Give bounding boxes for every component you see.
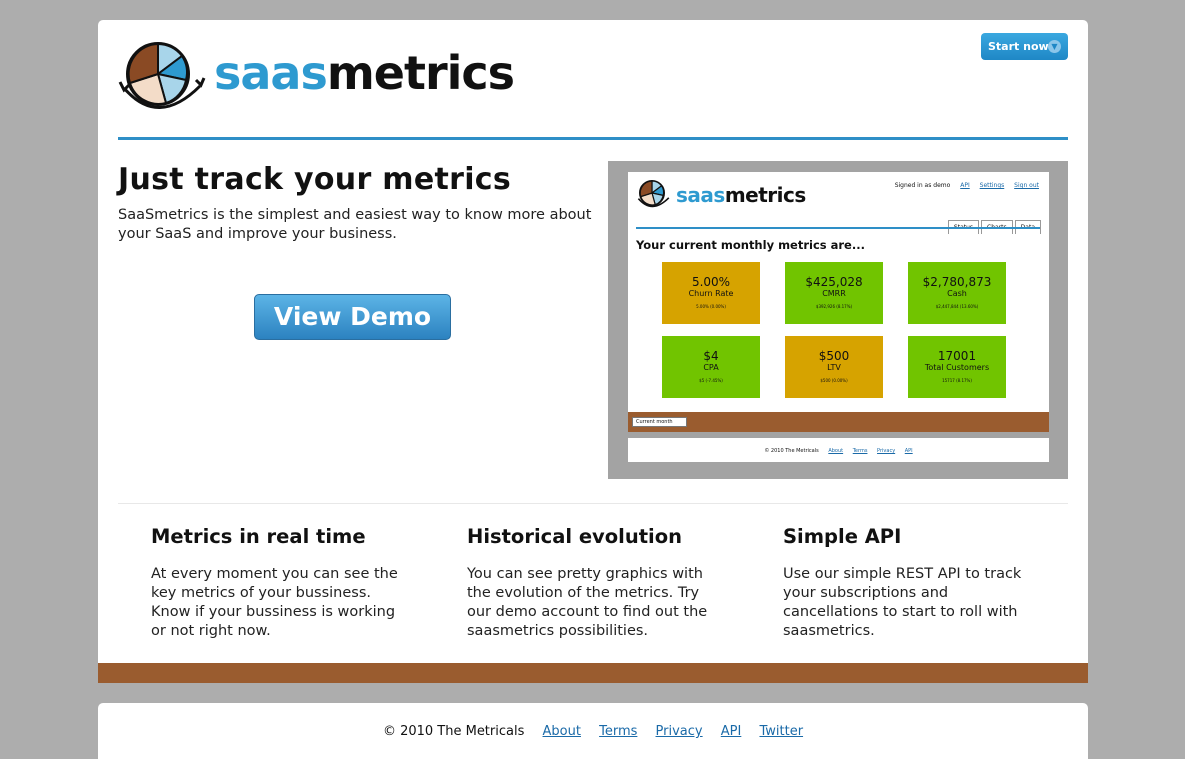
metric-tile: $425,028 CMRR $392,926 (8.17%) xyxy=(785,262,883,324)
metric-label: CMRR xyxy=(822,289,846,298)
metric-sub: 15717 (8.17%) xyxy=(942,378,972,383)
preview-brown-bar: Current month xyxy=(628,412,1049,432)
start-now-label: Start now! xyxy=(988,40,1054,53)
logo-part-1: saas xyxy=(214,46,328,100)
feature-api: Simple API Use our simple REST API to tr… xyxy=(783,525,1043,641)
preview-logo-wordmark: saasmetrics xyxy=(676,183,806,207)
metric-sub: $5 (-7.45%) xyxy=(699,378,723,383)
preview-heading: Your current monthly metrics are... xyxy=(636,238,865,252)
preview-select-value: Current month xyxy=(636,419,673,425)
start-now-button[interactable]: Start now! ▼ xyxy=(981,33,1068,60)
preview-divider xyxy=(636,227,1040,229)
preview-logo-part-2: metrics xyxy=(724,183,806,207)
logo-part-2: metrics xyxy=(326,46,515,100)
metric-sub: $2,447,844 (13.60%) xyxy=(935,304,979,309)
preview-nav-api: API xyxy=(960,182,970,189)
metric-sub: $392,926 (8.17%) xyxy=(815,304,853,309)
main-card: saasmetrics Start now! ▼ Just track your… xyxy=(98,20,1088,663)
preview-tabs: StatusChartsData xyxy=(946,214,1041,234)
footer-link-twitter[interactable]: Twitter xyxy=(759,724,804,739)
metric-tile: 17001 Total Customers 15717 (8.17%) xyxy=(908,336,1006,398)
metric-value: $500 xyxy=(818,349,850,363)
footer-link-privacy[interactable]: Privacy xyxy=(655,724,703,739)
feature-realtime: Metrics in real time At every moment you… xyxy=(151,525,411,641)
pie-logo-icon xyxy=(118,42,206,109)
metric-tile: $4 CPA $5 (-7.45%) xyxy=(662,336,760,398)
feature-text: At every moment you can see the key metr… xyxy=(151,566,398,639)
metric-sub: 5.00% (0.00%) xyxy=(696,304,726,309)
metric-tile: 5.00% Churn Rate 5.00% (0.00%) xyxy=(662,262,760,324)
preview-nav: Signed in as demo API Settings Sign out xyxy=(887,182,1039,189)
metric-value: 5.00% xyxy=(691,275,731,289)
feature-title: Simple API xyxy=(783,525,902,548)
feature-text: Use our simple REST API to track your su… xyxy=(783,566,1022,639)
preview-footer-terms: Terms xyxy=(852,448,868,454)
logo[interactable]: saasmetrics xyxy=(118,38,518,120)
metric-label: LTV xyxy=(827,363,841,372)
header-divider xyxy=(118,137,1068,140)
hero-title: Just track your metrics xyxy=(118,162,512,197)
preview-footer-privacy: Privacy xyxy=(877,448,896,454)
metric-tile: $2,780,873 Cash $2,447,844 (13.60%) xyxy=(908,262,1006,324)
preview-footer-copyright: © 2010 The Metricals xyxy=(764,448,819,454)
brown-band xyxy=(98,663,1088,683)
preview-nav-settings: Settings xyxy=(979,182,1005,189)
preview-footer-api: API xyxy=(904,448,913,454)
preview-signed-in: Signed in as demo xyxy=(894,182,951,189)
metric-label: CPA xyxy=(703,363,719,372)
feature-historical: Historical evolution You can see pretty … xyxy=(467,525,727,641)
footer: © 2010 The Metricals About Terms Privacy… xyxy=(98,703,1088,759)
metric-value: 17001 xyxy=(937,349,977,363)
metric-value: $425,028 xyxy=(805,275,863,289)
footer-link-about[interactable]: About xyxy=(542,724,581,739)
footer-copyright: © 2010 The Metricals xyxy=(382,724,525,739)
view-demo-button[interactable]: View Demo xyxy=(254,294,451,340)
metric-tile: $500 LTV $500 (0.00%) xyxy=(785,336,883,398)
metric-label: Cash xyxy=(947,289,967,298)
feature-text: You can see pretty graphics with the evo… xyxy=(467,566,708,639)
logo-wordmark: saasmetrics xyxy=(214,46,515,100)
hero-subtitle: SaaSmetrics is the simplest and easiest … xyxy=(118,207,592,242)
feature-title: Historical evolution xyxy=(467,525,683,548)
preview-footer-about: About xyxy=(828,448,844,454)
metric-value: $2,780,873 xyxy=(922,275,992,289)
preview-period-select: Current month xyxy=(632,417,687,427)
metric-label: Churn Rate xyxy=(688,289,734,298)
preview-nav-signout: Sign out xyxy=(1014,182,1039,189)
metric-sub: $500 (0.00%) xyxy=(820,378,848,383)
section-divider xyxy=(118,503,1068,504)
metric-value: $4 xyxy=(703,349,719,363)
preview-panel: saasmetrics Signed in as demo API Settin… xyxy=(628,172,1049,412)
app-screenshot-preview: saasmetrics Signed in as demo API Settin… xyxy=(608,161,1068,479)
feature-title: Metrics in real time xyxy=(151,525,366,548)
metric-label: Total Customers xyxy=(924,363,990,372)
mini-pie-logo-icon xyxy=(637,180,670,208)
chevron-down-icon: ▼ xyxy=(1048,40,1061,53)
footer-link-terms[interactable]: Terms xyxy=(599,724,638,739)
preview-footer: © 2010 The Metricals About Terms Privacy… xyxy=(628,438,1049,462)
preview-logo-part-1: saas xyxy=(676,183,725,207)
footer-link-api[interactable]: API xyxy=(720,724,742,739)
